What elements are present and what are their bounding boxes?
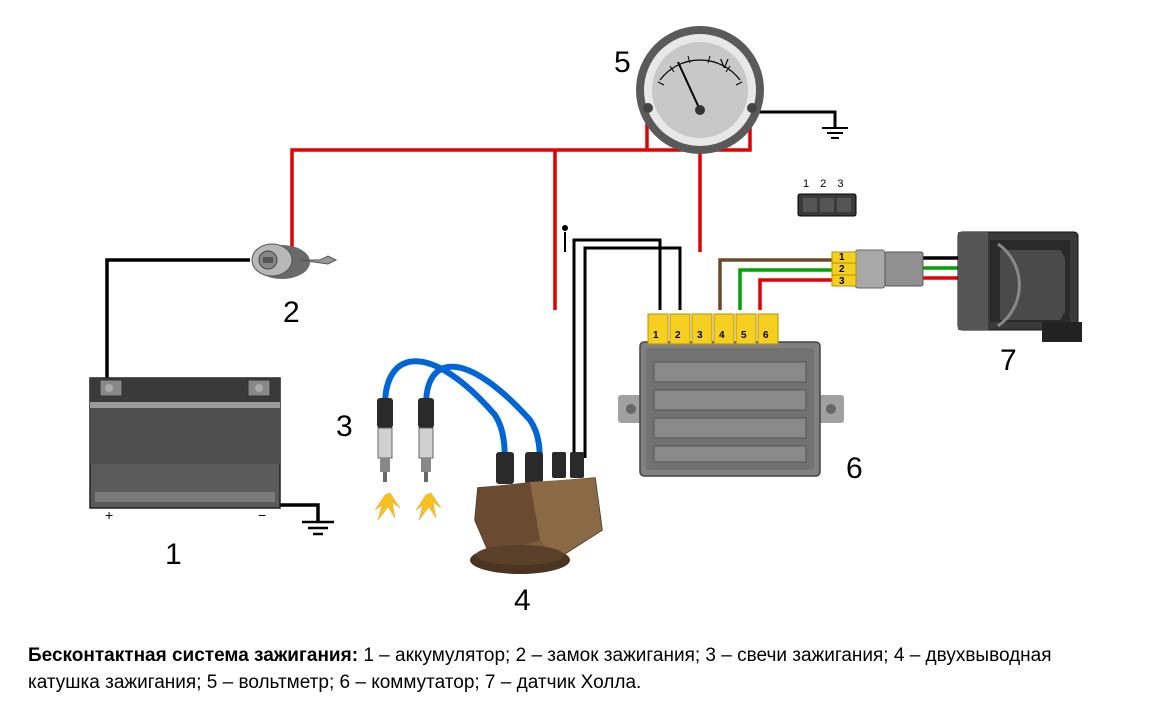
commutator-pin-3: 3 <box>697 330 703 341</box>
spark-plug-2 <box>416 398 441 520</box>
commutator-pin-6: 6 <box>763 330 769 341</box>
gauge-unit: V <box>720 56 729 71</box>
wire-gauge-ground <box>758 112 835 128</box>
svg-text:−: − <box>258 507 266 523</box>
hall-sensor <box>958 232 1082 342</box>
conn3-pin-2: 2 <box>839 264 845 275</box>
commutator-terminals <box>648 314 778 344</box>
label-7: 7 <box>1000 344 1017 378</box>
spark-plug-1 <box>375 398 400 520</box>
caption-title: Бесконтактная система зажигания: <box>28 645 358 666</box>
commutator-pin-5: 5 <box>741 330 747 341</box>
ignition-coil <box>470 452 602 574</box>
commutator-pin-4: 4 <box>719 330 725 341</box>
commutator-pin-1: 1 <box>653 330 659 341</box>
ignition-lock <box>252 244 336 279</box>
small-plug-pins: 1 2 3 <box>803 178 847 190</box>
wire-black-battery <box>107 260 250 392</box>
conn3-pin-1: 1 <box>839 252 845 263</box>
voltmeter: V <box>636 26 764 154</box>
battery: + − <box>90 378 280 523</box>
small-connector <box>798 194 856 216</box>
commutator <box>618 314 844 476</box>
conn3-pin-3: 3 <box>839 276 845 287</box>
ground-gauge <box>822 128 848 138</box>
label-5: 5 <box>614 46 631 80</box>
commutator-pin-2: 2 <box>675 330 681 341</box>
label-4: 4 <box>514 584 531 618</box>
label-6: 6 <box>846 452 863 486</box>
svg-text:+: + <box>105 507 113 523</box>
diagram-canvas: + − <box>0 0 1156 632</box>
caption: Бесконтактная система зажигания: 1 – акк… <box>28 642 1128 697</box>
wire-blue-2 <box>426 367 540 470</box>
label-1: 1 <box>165 538 182 572</box>
ground-battery <box>302 522 334 534</box>
label-3: 3 <box>336 410 353 444</box>
connector-3pin <box>832 250 923 288</box>
label-2: 2 <box>283 296 300 330</box>
